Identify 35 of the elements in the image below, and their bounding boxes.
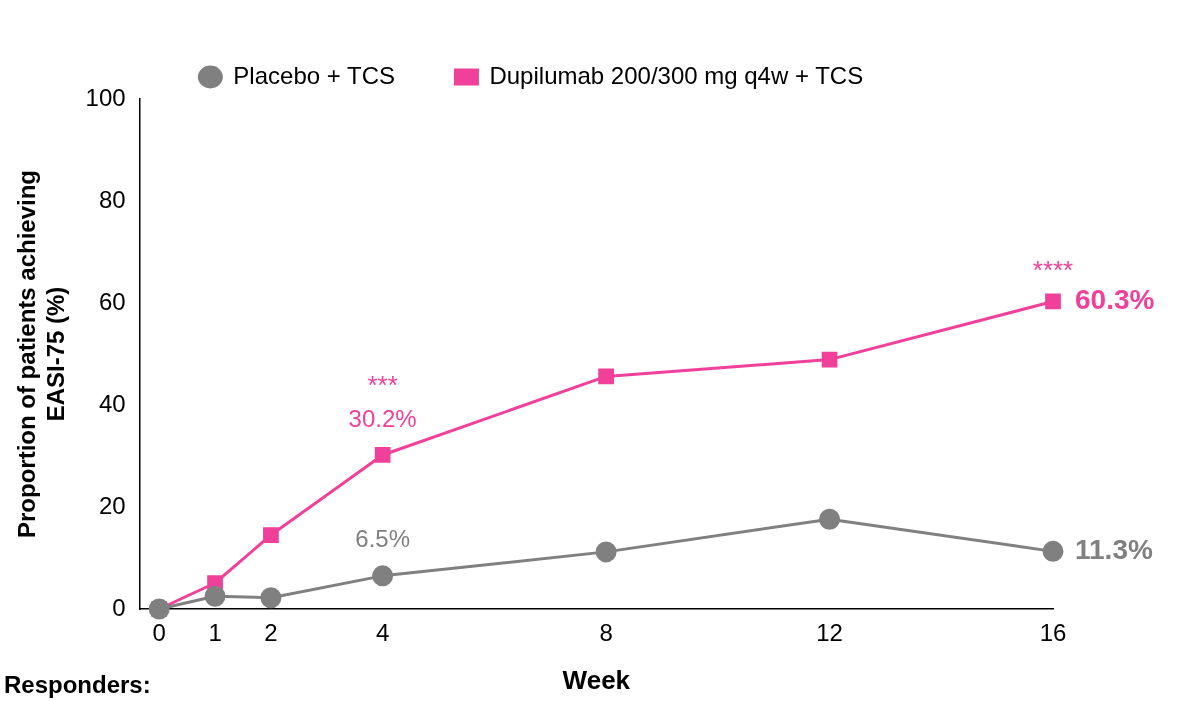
- point: [1045, 293, 1061, 310]
- x-tick-label: 16: [1039, 619, 1067, 647]
- data-label: 60.3%: [1075, 284, 1155, 316]
- point: [821, 351, 838, 368]
- annotation: ***: [367, 370, 398, 401]
- point: [372, 565, 394, 587]
- data-label: 30.2%: [348, 404, 417, 432]
- y-tick-label: 40: [98, 389, 126, 417]
- x-tick-label: 1: [208, 619, 222, 647]
- y-tick-label: 0: [112, 593, 126, 621]
- legend-label: Placebo + TCS: [233, 61, 396, 89]
- y-tick-label: 60: [98, 287, 126, 315]
- y-tick-label: 100: [85, 83, 126, 111]
- point: [598, 368, 614, 385]
- point: [374, 447, 391, 463]
- point: [819, 508, 841, 530]
- x-tick-label: 4: [375, 619, 390, 647]
- y-axis-title: Proportion of patients achieving EASI-75 (%): [13, 169, 69, 539]
- data-label: 6.5%: [355, 525, 410, 553]
- x-tick-label: 12: [816, 619, 843, 647]
- annotation: ****: [1032, 254, 1074, 285]
- x-tick-label: 0: [152, 619, 166, 647]
- y-tick-label: 80: [98, 185, 126, 213]
- point: [595, 541, 617, 563]
- point: [1042, 540, 1064, 562]
- x-tick-label: 8: [599, 619, 613, 647]
- x-tick-label: 2: [264, 619, 278, 647]
- point: [204, 585, 226, 607]
- data-label: 11.3%: [1075, 534, 1153, 566]
- legend-label: Dupilumab 200/300 mg q4w + TCS: [489, 61, 864, 89]
- x-axis-title: Week: [562, 664, 631, 695]
- point: [263, 527, 279, 543]
- text: Responders:: [4, 670, 151, 698]
- point: [260, 587, 282, 609]
- y-tick-label: 20: [98, 491, 126, 519]
